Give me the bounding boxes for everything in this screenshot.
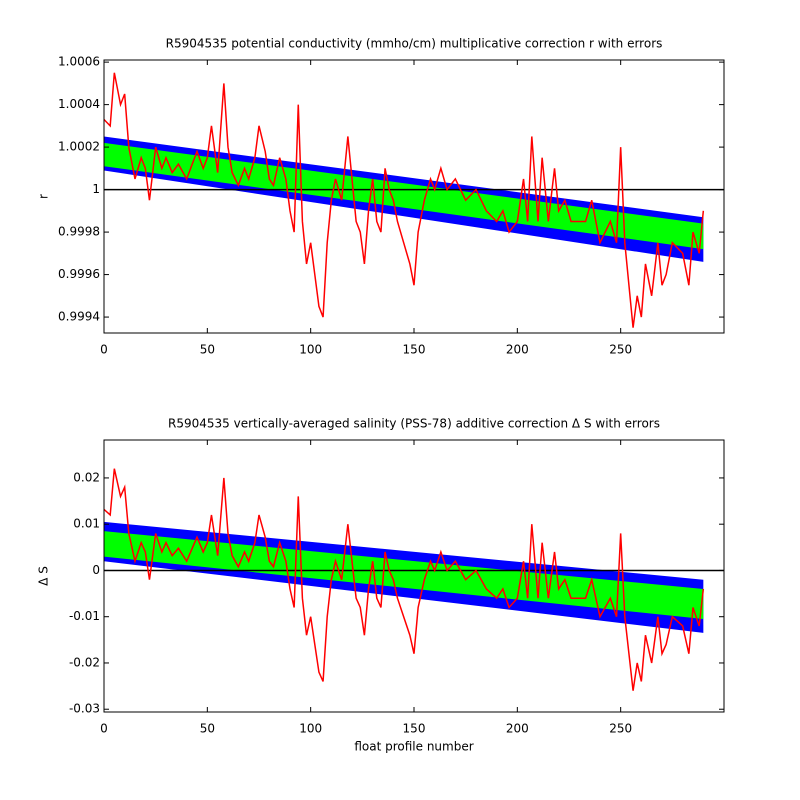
x-tick-label: 50: [200, 722, 215, 736]
x-tick-label: 250: [609, 343, 632, 357]
y-tick-label: 0.9998: [58, 225, 100, 239]
x-tick-label: 150: [403, 343, 426, 357]
y-tick-label: 1: [92, 182, 100, 196]
y-tick-label: -0.02: [69, 655, 100, 669]
y-tick-label: 1.0004: [58, 97, 100, 111]
x-tick-label: 200: [506, 722, 529, 736]
chart-title: R5904535 vertically-averaged salinity (P…: [168, 417, 660, 431]
plot-area: [104, 468, 724, 691]
x-tick-label: 100: [299, 722, 322, 736]
x-tick-label: 100: [299, 343, 322, 357]
y-tick-label: 0.9996: [58, 267, 100, 281]
error-band: [104, 531, 704, 620]
x-axis-label: float profile number: [354, 740, 473, 754]
y-tick-label: 1.0006: [58, 55, 100, 69]
x-tick-label: 0: [100, 343, 108, 357]
y-tick-label: 0.9994: [58, 310, 100, 324]
y-tick-label: -0.01: [69, 609, 100, 623]
y-tick-label: 1.0002: [58, 140, 100, 154]
y-tick-label: 0: [92, 563, 100, 577]
x-tick-label: 200: [506, 343, 529, 357]
data-line: [104, 72, 705, 328]
plot-area: [104, 72, 724, 328]
y-axis-label: Δ S: [37, 566, 51, 586]
x-tick-label: 250: [609, 722, 632, 736]
x-tick-label: 150: [403, 722, 426, 736]
y-axis-label: r: [37, 194, 51, 199]
chart-title: R5904535 potential conductivity (mmho/cm…: [166, 37, 663, 51]
y-tick-label: 0.01: [73, 517, 100, 531]
y-tick-label: 0.02: [73, 470, 100, 484]
data-line: [104, 468, 705, 691]
x-tick-label: 0: [100, 722, 108, 736]
x-tick-label: 50: [200, 343, 215, 357]
error-band: [104, 142, 704, 250]
y-tick-label: -0.03: [69, 702, 100, 716]
